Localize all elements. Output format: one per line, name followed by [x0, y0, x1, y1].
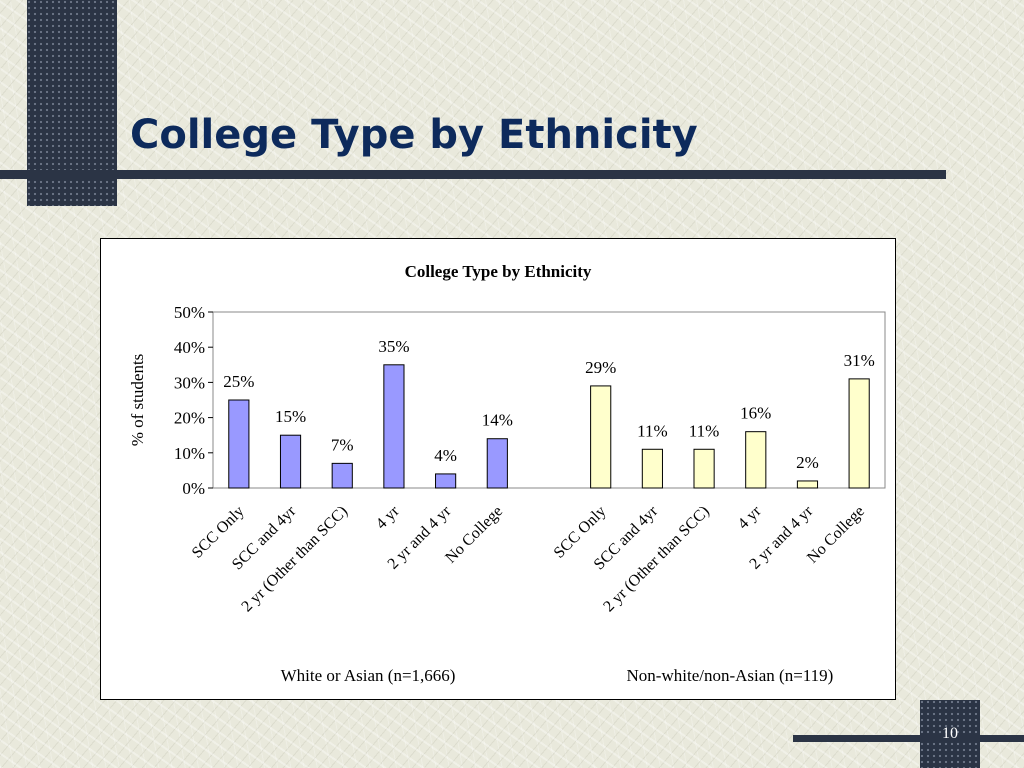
bar	[383, 364, 405, 489]
bar	[796, 480, 819, 489]
data-label: 25%	[223, 372, 254, 391]
group-label: Non-white/non-Asian (n=119)	[627, 666, 834, 685]
group-label: White or Asian (n=1,666)	[281, 666, 456, 685]
bar-chart: College Type by Ethnicity 0% 10% 20% 30% 40% 5…	[128, 262, 886, 685]
bar	[745, 431, 767, 489]
bar	[331, 462, 353, 489]
y-axis-title: % of students	[128, 354, 147, 447]
footer-divider-line	[793, 735, 1024, 742]
bar	[590, 385, 612, 489]
y-tick-label: 40%	[174, 338, 205, 357]
bar	[641, 448, 663, 489]
bar	[279, 434, 302, 489]
data-label: 2%	[796, 453, 819, 472]
slide-title: College Type by Ethnicity	[130, 112, 698, 158]
bar	[228, 399, 250, 489]
bar	[848, 378, 870, 489]
chart-title: College Type by Ethnicity	[405, 262, 592, 281]
data-label: 35%	[378, 337, 409, 356]
category-label: 4 yr	[735, 502, 765, 532]
title-divider-line	[0, 170, 946, 179]
category-label: 2 yr (Other than SCC)	[238, 503, 351, 616]
data-label: 7%	[331, 435, 354, 454]
bar	[693, 448, 715, 489]
data-label: 11%	[689, 421, 720, 440]
category-label: 2 yr (Other than SCC)	[600, 503, 713, 616]
page-number: 10	[942, 725, 958, 742]
y-tick-label: 50%	[174, 303, 205, 322]
y-tick-label: 10%	[174, 444, 205, 463]
category-label: 4 yr	[373, 502, 403, 532]
data-label: 14%	[482, 411, 513, 430]
y-tick-label: 0%	[182, 479, 205, 498]
bar	[435, 473, 457, 489]
data-label: 4%	[434, 446, 457, 465]
data-label: 16%	[740, 404, 771, 423]
chart-frame: College Type by Ethnicity 0% 10% 20% 30% 40% 5…	[100, 238, 896, 700]
plot-area	[212, 311, 886, 489]
data-label: 15%	[275, 407, 306, 426]
y-tick-label: 20%	[174, 409, 205, 428]
data-label: 11%	[637, 421, 668, 440]
bar	[486, 438, 508, 489]
page-number-block	[920, 700, 980, 768]
data-label: 29%	[585, 358, 616, 377]
y-tick-label: 30%	[174, 373, 205, 392]
data-label: 31%	[844, 351, 875, 370]
